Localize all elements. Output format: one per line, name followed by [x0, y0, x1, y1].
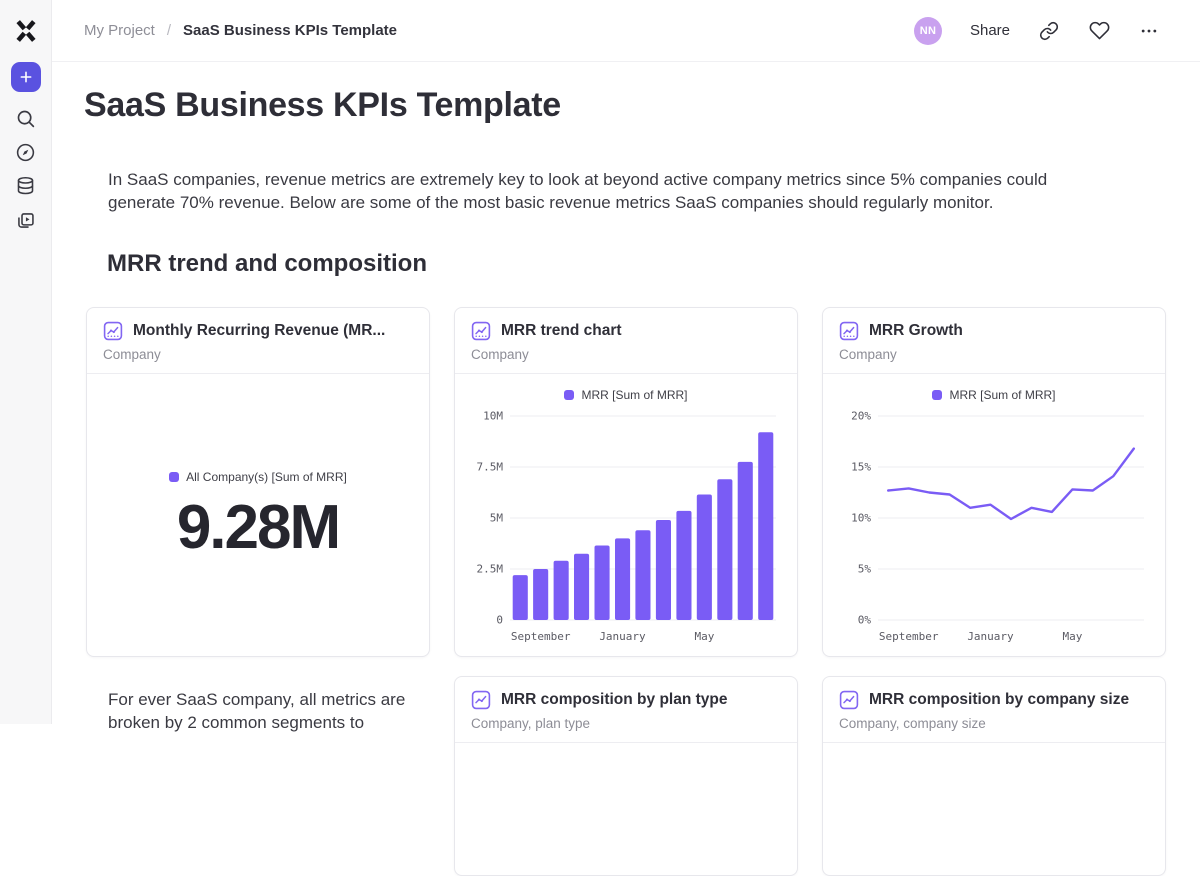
mrr-growth-line-chart[interactable]: 0% 5% 10% 15% 20% September January May — [838, 406, 1150, 653]
legend-swatch — [932, 390, 943, 400]
bar[interactable] — [553, 560, 569, 620]
mrr-growth-card[interactable]: MRR Growth Company MRR [Sum of MRR] 0% 5%… — [822, 307, 1166, 657]
chart-icon — [471, 690, 491, 710]
bar[interactable] — [737, 461, 753, 620]
footer-paragraph[interactable]: For ever SaaS company, all metrics are b… — [108, 690, 406, 732]
app-logo-icon — [15, 20, 36, 42]
bar[interactable] — [574, 553, 590, 620]
bar[interactable] — [512, 575, 528, 620]
legend-label: MRR [Sum of MRR] — [949, 388, 1056, 402]
card-title: Monthly Recurring Revenue (MR... — [133, 322, 386, 339]
user-avatar[interactable]: NN — [913, 16, 942, 45]
intro-paragraph[interactable]: In SaaS companies, revenue metrics are e… — [108, 170, 1048, 212]
chart-icon — [471, 321, 491, 341]
x-tick-label: May — [1062, 630, 1082, 643]
y-tick-label: 5% — [858, 563, 872, 576]
bar[interactable] — [758, 432, 774, 620]
chart-icon — [103, 321, 123, 341]
card-title: MRR composition by plan type — [501, 691, 728, 708]
y-tick-label: 0 — [496, 614, 503, 627]
x-tick-label: January — [967, 630, 1014, 643]
x-tick-label: January — [599, 630, 646, 643]
card-header: MRR composition by plan type Company, pl… — [455, 677, 797, 743]
topbar-actions: NN Share — [913, 16, 1160, 45]
y-tick-label: 10M — [483, 410, 503, 423]
chart-icon — [839, 321, 859, 341]
bar[interactable] — [655, 520, 671, 620]
legend-swatch — [564, 390, 575, 400]
page-title: SaaS Business KPIs Template — [84, 86, 561, 124]
card-title: MRR trend chart — [501, 322, 622, 339]
y-tick-label: 15% — [851, 461, 871, 474]
bar[interactable] — [533, 569, 549, 620]
y-tick-label: 2.5M — [477, 563, 504, 576]
bar[interactable] — [676, 510, 692, 620]
y-tick-label: 7.5M — [477, 461, 504, 474]
app-logo[interactable] — [0, 0, 52, 62]
favorite-heart-icon[interactable] — [1088, 20, 1110, 42]
y-tick-label: 5M — [490, 512, 504, 525]
plus-icon — [20, 71, 31, 83]
card-subtitle: Company — [839, 347, 897, 362]
card-title: MRR Growth — [869, 322, 963, 339]
reports-icon[interactable] — [14, 208, 38, 232]
kpi-card[interactable]: Monthly Recurring Revenue (MR... Company… — [86, 307, 430, 657]
report-canvas: SaaS Business KPIs Template In SaaS comp… — [52, 62, 1200, 876]
bar[interactable] — [696, 494, 712, 621]
x-tick-label: September — [879, 630, 939, 643]
search-icon[interactable] — [14, 106, 38, 130]
bar[interactable] — [717, 479, 733, 620]
kpi-value: 9.28M — [176, 492, 341, 562]
chart-body: MRR [Sum of MRR] 0% 5% 10% 15% 20% September J… — [823, 374, 1165, 663]
line-series[interactable] — [887, 447, 1135, 521]
bar[interactable] — [594, 545, 610, 621]
breadcrumb-separator: / — [166, 22, 172, 39]
share-button[interactable]: Share — [969, 22, 1010, 39]
card-header: MRR composition by company size Company,… — [823, 677, 1165, 743]
card-subtitle: Company — [103, 347, 161, 362]
card-header: MRR trend chart Company — [455, 308, 797, 374]
kpi-body: All Company(s) [Sum of MRR] 9.28M — [87, 374, 429, 654]
y-tick-label: 10% — [851, 512, 871, 525]
card-header: Monthly Recurring Revenue (MR... Company — [87, 308, 429, 374]
explore-compass-icon[interactable] — [14, 140, 38, 164]
mrr-trend-bar-chart[interactable]: 0 2.5M 5M 7.5M 10M September January May — [470, 406, 782, 653]
chart-icon — [839, 690, 859, 710]
new-item-button[interactable] — [10, 62, 41, 92]
card-header: MRR Growth Company — [823, 308, 1165, 374]
mrr-composition-plan-card[interactable]: MRR composition by plan type Company, pl… — [454, 676, 798, 876]
topbar: My Project / SaaS Business KPIs Template… — [52, 0, 1200, 62]
legend-swatch — [169, 471, 180, 482]
breadcrumb-project[interactable]: My Project — [84, 22, 155, 39]
legend-label: MRR [Sum of MRR] — [581, 388, 688, 402]
mrr-composition-size-card[interactable]: MRR composition by company size Company,… — [822, 676, 1166, 876]
chart-legend: MRR [Sum of MRR] — [470, 388, 782, 402]
y-tick-label: 0% — [858, 614, 872, 627]
data-database-icon[interactable] — [14, 174, 38, 198]
x-tick-label: September — [511, 630, 571, 643]
chart-legend: All Company(s) [Sum of MRR] — [169, 470, 347, 484]
section-title[interactable]: MRR trend and composition — [107, 250, 427, 277]
chart-legend: MRR [Sum of MRR] — [838, 388, 1150, 402]
mrr-growth-svg: 0% 5% 10% 15% 20% September January May — [851, 410, 1144, 643]
more-ellipsis-icon[interactable] — [1138, 20, 1160, 42]
chart-body: MRR [Sum of MRR] 0 2.5M 5M 7.5M 10M September… — [455, 374, 797, 663]
mrr-trend-card[interactable]: MRR trend chart Company MRR [Sum of MRR]… — [454, 307, 798, 657]
bar[interactable] — [615, 538, 631, 620]
y-tick-label: 20% — [851, 410, 871, 423]
mrr-trend-svg: 0 2.5M 5M 7.5M 10M September January May — [477, 410, 776, 643]
card-subtitle: Company — [471, 347, 529, 362]
x-tick-label: May — [694, 630, 714, 643]
sidebar — [0, 0, 52, 724]
legend-label: All Company(s) [Sum of MRR] — [186, 469, 347, 484]
card-title: MRR composition by company size — [869, 691, 1130, 708]
bar[interactable] — [635, 530, 651, 620]
link-icon[interactable] — [1038, 20, 1060, 42]
breadcrumb-current: SaaS Business KPIs Template — [183, 22, 398, 39]
